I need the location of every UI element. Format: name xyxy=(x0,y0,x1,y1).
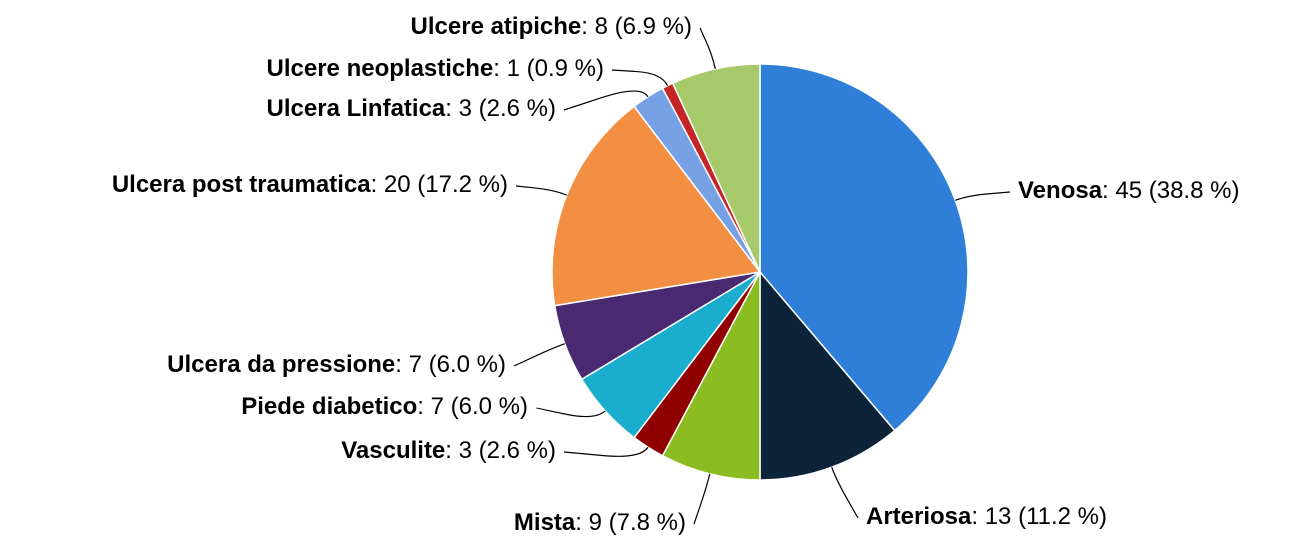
category-label: Piede diabetico xyxy=(241,393,417,420)
category-label: Ulcera da pressione xyxy=(167,351,395,378)
data-label: Venosa: 45 (38.8 %) xyxy=(1018,177,1239,204)
connector xyxy=(535,407,606,418)
slice xyxy=(661,271,761,481)
category-label: Ulcera Linfatica xyxy=(267,95,446,122)
value-label: : 7 (6.0 %) xyxy=(417,393,528,420)
data-label: Ulcere atipiche: 8 (6.9 %) xyxy=(411,13,692,40)
slice xyxy=(551,105,762,307)
value-label: : 13 (11.2 %) xyxy=(971,503,1107,530)
value-label: : 1 (0.9 %) xyxy=(493,55,604,82)
data-label: Ulcera Linfatica: 3 (2.6 %) xyxy=(267,95,556,122)
connector xyxy=(699,27,716,69)
connector xyxy=(563,446,649,457)
data-label: Vasculite: 3 (2.6 %) xyxy=(341,437,556,464)
slice xyxy=(759,63,969,432)
connector xyxy=(513,343,565,367)
category-label: Arteriosa xyxy=(866,503,972,530)
connector xyxy=(831,467,859,519)
value-label: : 45 (38.8 %) xyxy=(1102,177,1239,204)
category-label: Mista xyxy=(514,509,576,536)
category-label: Ulcera post traumatica xyxy=(112,171,371,198)
connector xyxy=(515,185,567,196)
value-label: : 8 (6.9 %) xyxy=(581,13,692,40)
slice xyxy=(759,269,896,481)
data-label: Ulcera post traumatica: 20 (17.2 %) xyxy=(112,171,508,198)
data-label: Piede diabetico: 7 (6.0 %) xyxy=(241,393,528,420)
value-label: : 7 (6.0 %) xyxy=(395,351,506,378)
category-label: Ulcere atipiche xyxy=(411,13,582,40)
data-label: Ulcere neoplastiche: 1 (0.9 %) xyxy=(267,55,604,82)
category-label: Venosa xyxy=(1018,177,1103,204)
data-label: Ulcera da pressione: 7 (6.0 %) xyxy=(167,351,506,378)
connector xyxy=(955,191,1011,201)
category-label: Vasculite xyxy=(341,437,445,464)
data-label: Mista: 9 (7.8 %) xyxy=(514,509,686,536)
connector xyxy=(563,90,649,111)
value-label: : 20 (17.2 %) xyxy=(371,171,508,198)
connector xyxy=(693,473,711,525)
connector xyxy=(611,69,669,86)
category-label: Ulcere neoplastiche xyxy=(267,55,494,82)
value-label: : 9 (7.8 %) xyxy=(575,509,686,536)
value-label: : 3 (2.6 %) xyxy=(445,437,556,464)
value-label: : 3 (2.6 %) xyxy=(445,95,556,122)
data-label: Arteriosa: 13 (11.2 %) xyxy=(866,503,1107,530)
